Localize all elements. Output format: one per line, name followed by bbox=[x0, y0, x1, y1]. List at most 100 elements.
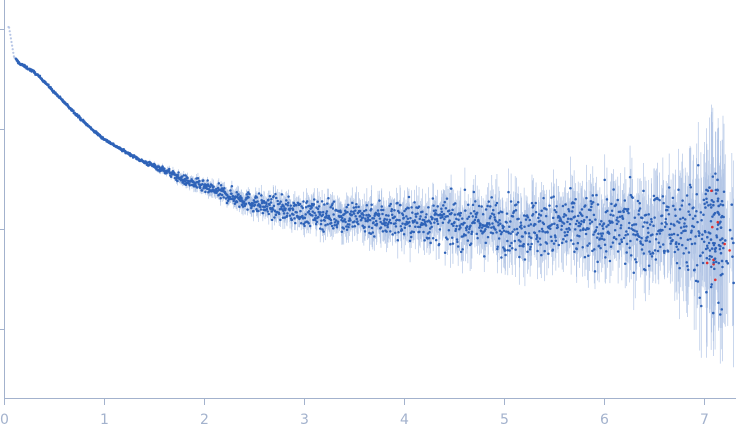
data-point bbox=[412, 230, 416, 234]
data-point bbox=[711, 175, 715, 178]
data-point bbox=[633, 216, 637, 219]
data-point bbox=[618, 215, 622, 219]
data-point bbox=[535, 235, 539, 239]
data-point bbox=[528, 247, 532, 251]
data-point bbox=[566, 220, 569, 224]
data-point bbox=[436, 205, 439, 208]
data-point bbox=[455, 224, 458, 228]
x-tick-label: 6 bbox=[600, 412, 609, 428]
data-point bbox=[584, 232, 588, 236]
data-point bbox=[419, 215, 422, 218]
data-point bbox=[377, 213, 381, 216]
data-point bbox=[679, 217, 682, 221]
data-point bbox=[562, 222, 566, 225]
data-point bbox=[696, 220, 699, 224]
data-point bbox=[712, 203, 715, 207]
data-point bbox=[443, 217, 446, 221]
data-point bbox=[503, 249, 507, 252]
data-point bbox=[658, 245, 662, 249]
data-point bbox=[722, 215, 725, 219]
data-point bbox=[388, 218, 392, 222]
data-point bbox=[666, 208, 669, 212]
data-point bbox=[673, 224, 676, 227]
data-point bbox=[694, 214, 697, 218]
data-point bbox=[636, 199, 640, 203]
data-point bbox=[447, 221, 450, 224]
data-point bbox=[326, 202, 329, 205]
data-point bbox=[401, 222, 404, 225]
data-point bbox=[440, 207, 443, 211]
data-point bbox=[385, 218, 389, 221]
data-point bbox=[354, 206, 358, 209]
data-point bbox=[219, 192, 222, 196]
data-point bbox=[499, 232, 503, 236]
data-point bbox=[560, 224, 564, 228]
data-point bbox=[591, 249, 594, 253]
data-point bbox=[474, 215, 478, 219]
outlier-data-point bbox=[728, 249, 731, 252]
data-point bbox=[638, 207, 642, 210]
data-point bbox=[299, 209, 302, 213]
data-point bbox=[591, 194, 595, 197]
data-point bbox=[434, 209, 438, 212]
data-point bbox=[461, 217, 464, 220]
data-point bbox=[371, 231, 375, 234]
data-point bbox=[335, 226, 339, 229]
data-point bbox=[708, 232, 712, 235]
data-point bbox=[433, 218, 437, 221]
data-point bbox=[599, 246, 602, 250]
data-point bbox=[587, 227, 590, 230]
data-point bbox=[356, 220, 359, 223]
data-point bbox=[235, 200, 239, 204]
data-point bbox=[347, 225, 350, 229]
data-point bbox=[595, 193, 598, 197]
data-point bbox=[352, 210, 355, 213]
data-point bbox=[508, 244, 512, 248]
data-point bbox=[285, 214, 289, 218]
data-point bbox=[673, 250, 677, 254]
data-point bbox=[320, 219, 323, 222]
data-point bbox=[259, 208, 263, 211]
data-point bbox=[654, 258, 658, 261]
data-point bbox=[374, 219, 378, 223]
data-point bbox=[583, 255, 587, 259]
data-point bbox=[480, 226, 484, 229]
data-point bbox=[562, 215, 565, 219]
data-point bbox=[526, 216, 530, 219]
data-point bbox=[578, 235, 581, 238]
data-point bbox=[519, 240, 522, 243]
data-point bbox=[710, 199, 714, 202]
data-point bbox=[270, 218, 274, 222]
data-point bbox=[219, 196, 222, 200]
data-point bbox=[310, 206, 313, 209]
data-point bbox=[672, 204, 675, 208]
data-point bbox=[534, 223, 537, 226]
data-point bbox=[708, 254, 712, 258]
data-point bbox=[402, 216, 405, 220]
data-point bbox=[667, 186, 671, 189]
data-point bbox=[632, 223, 636, 226]
data-point bbox=[406, 217, 410, 220]
data-point bbox=[517, 217, 520, 221]
data-point bbox=[389, 202, 392, 206]
data-point bbox=[469, 212, 473, 215]
data-point bbox=[169, 175, 173, 178]
data-point bbox=[721, 237, 724, 240]
data-point bbox=[308, 204, 311, 208]
data-point bbox=[721, 203, 725, 207]
data-point bbox=[620, 240, 624, 244]
data-point bbox=[579, 222, 583, 226]
data-point bbox=[556, 223, 559, 227]
data-point bbox=[644, 213, 648, 217]
data-point bbox=[364, 208, 368, 212]
data-point bbox=[722, 190, 726, 194]
data-point bbox=[658, 232, 662, 235]
data-point bbox=[712, 261, 716, 264]
data-point bbox=[255, 196, 259, 199]
data-point bbox=[634, 223, 638, 226]
data-point bbox=[635, 260, 638, 264]
data-point bbox=[689, 186, 693, 189]
data-point bbox=[693, 242, 697, 245]
data-point bbox=[675, 241, 678, 244]
data-point bbox=[383, 217, 386, 221]
